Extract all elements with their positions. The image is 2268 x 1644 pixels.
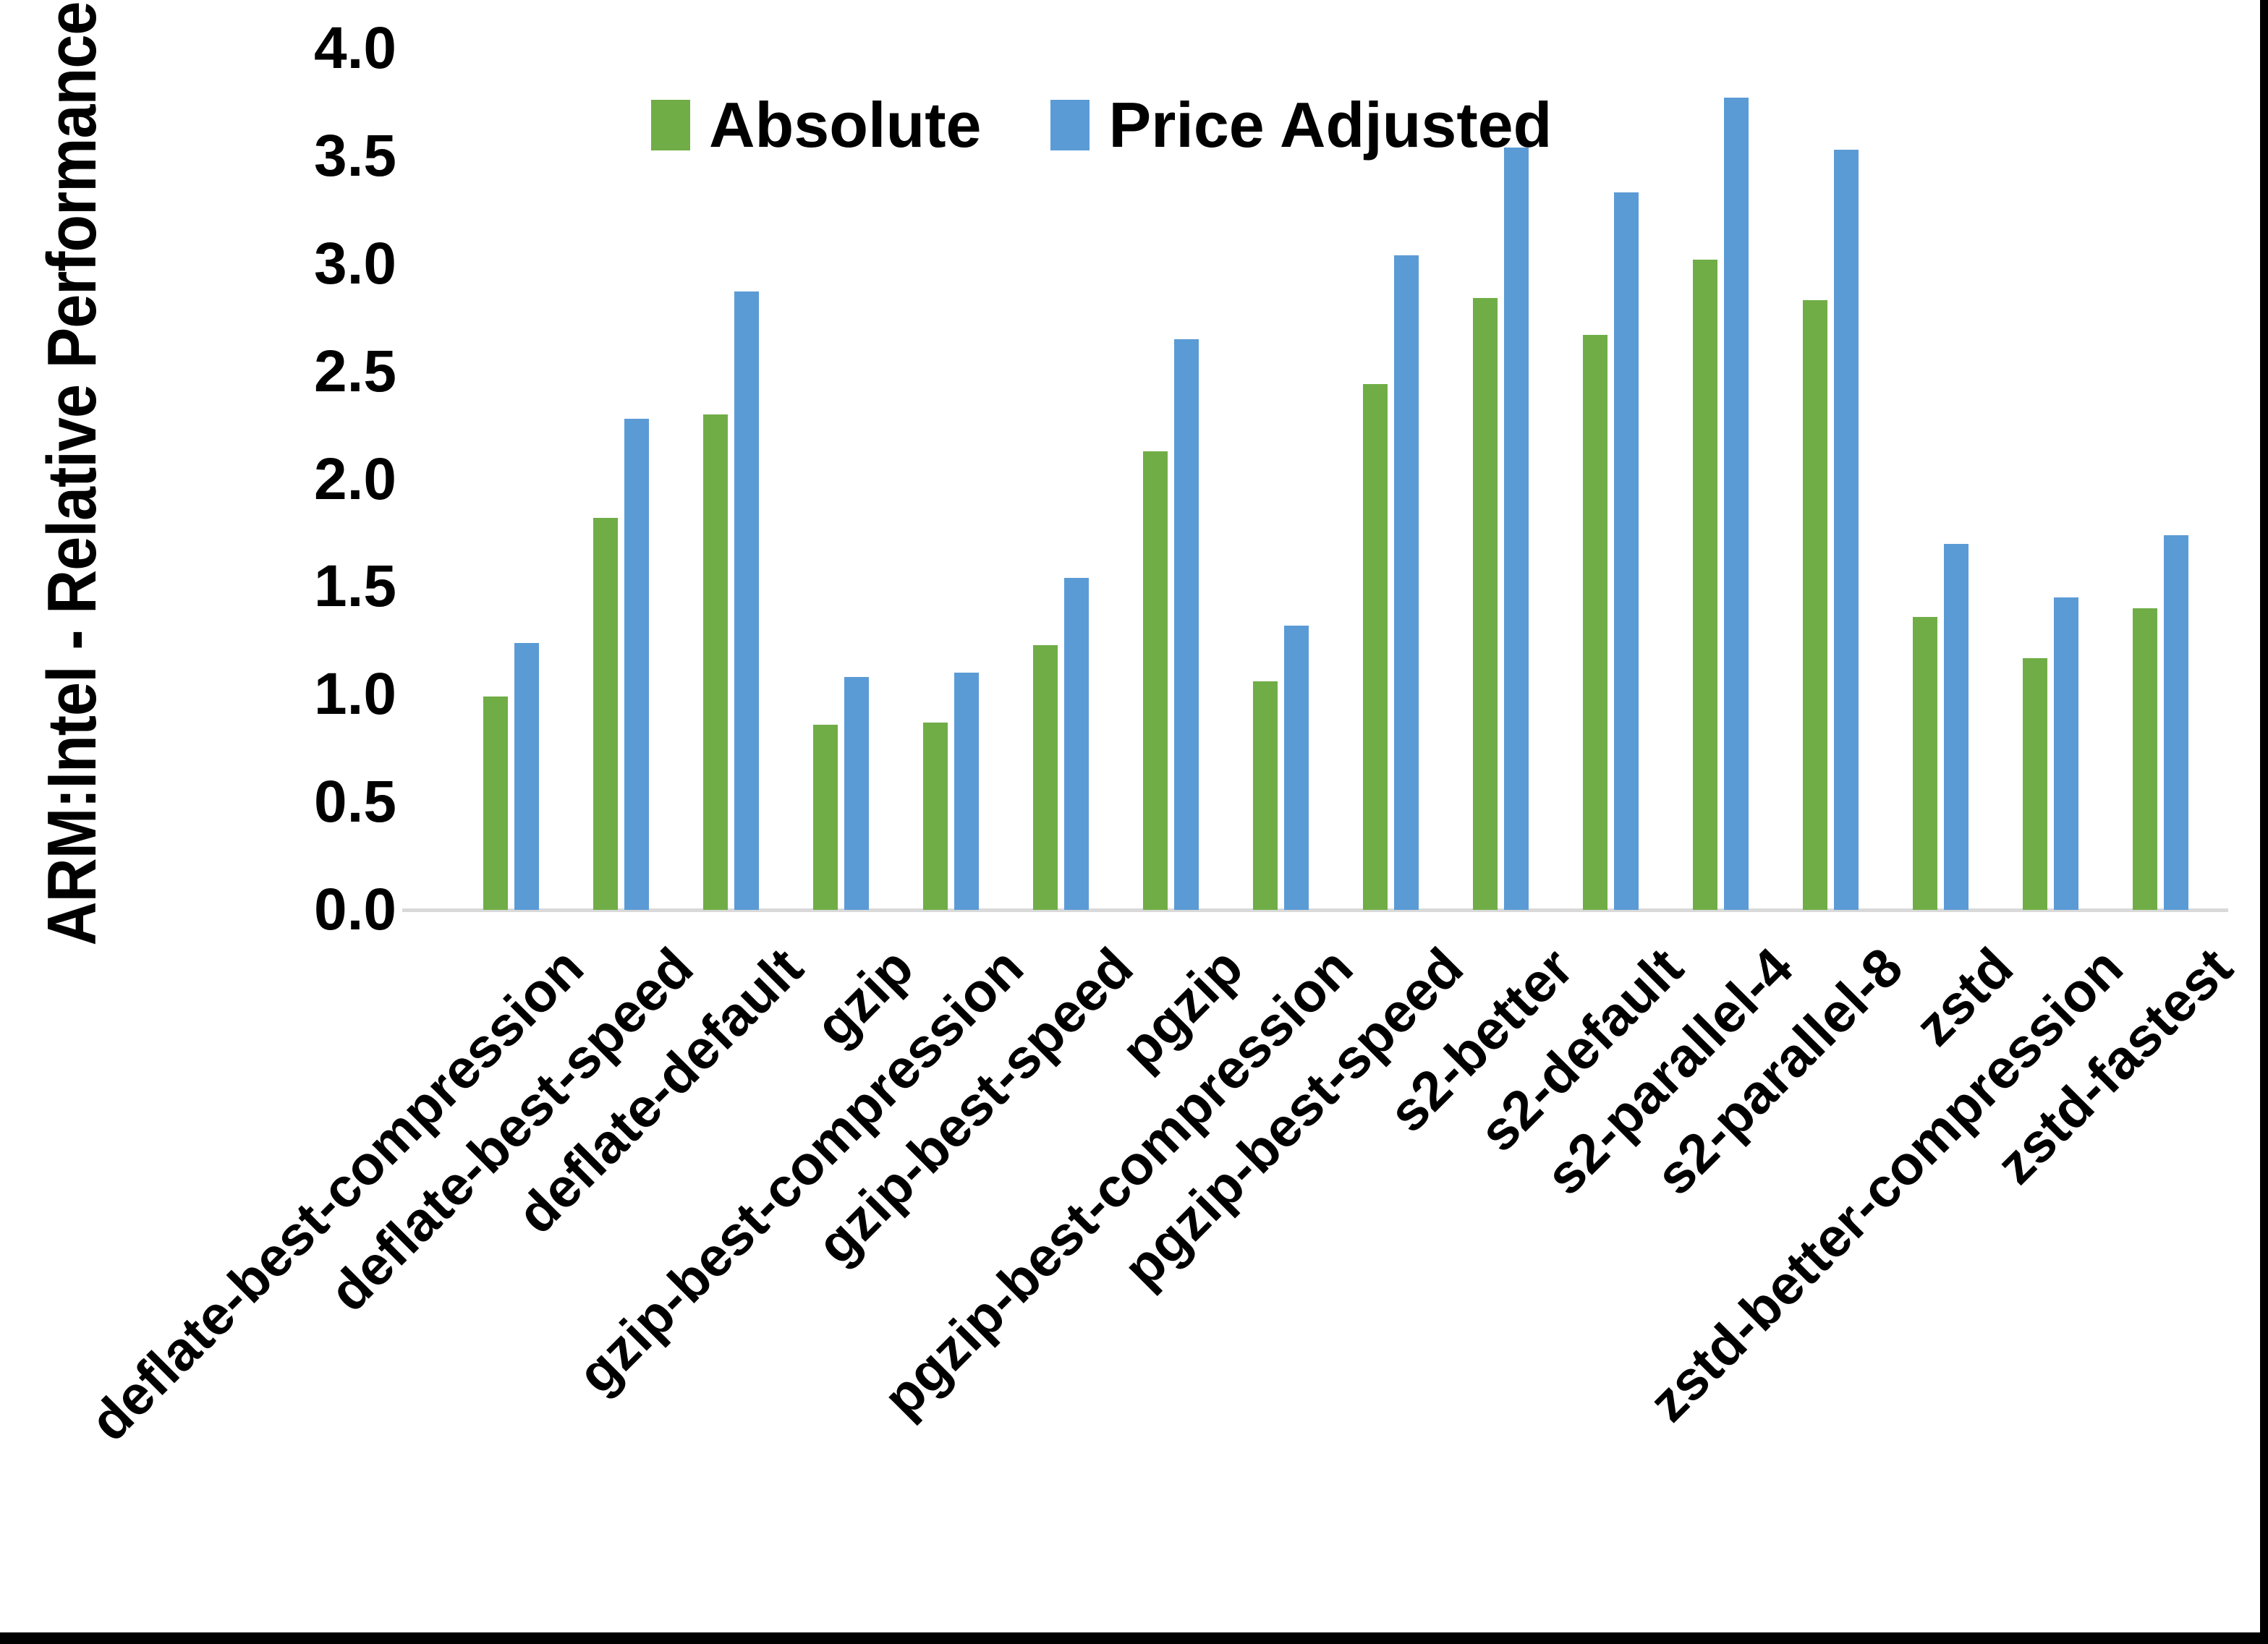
- bar-price-adjusted-pgzip-best-compression: [1284, 626, 1309, 910]
- bar-absolute-zstd: [1913, 617, 1937, 910]
- y-tick-label: 3.0: [314, 230, 396, 297]
- bar-absolute-pgzip-best-speed: [1363, 384, 1388, 910]
- legend-label-absolute: Absolute: [709, 89, 982, 161]
- bar-price-adjusted-s2-parallel-8: [1834, 150, 1859, 910]
- bar-absolute-pgzip: [1143, 451, 1168, 910]
- bar-price-adjusted-s2-better: [1504, 148, 1529, 910]
- bar-price-adjusted-zstd: [1944, 544, 1968, 910]
- bar-price-adjusted-gzip: [844, 677, 869, 910]
- bar-absolute-s2-default: [1583, 335, 1607, 910]
- bar-price-adjusted-gzip-best-speed: [1064, 578, 1089, 910]
- bar-absolute-deflate-default: [703, 414, 728, 910]
- y-tick-label: 1.0: [314, 661, 396, 728]
- y-tick-label: 3.5: [314, 122, 396, 189]
- bar-price-adjusted-pgzip-best-speed: [1394, 255, 1419, 910]
- bar-price-adjusted-deflate-best-compression: [514, 643, 539, 910]
- bar-absolute-s2-parallel-4: [1693, 260, 1717, 910]
- bar-absolute-gzip-best-compression: [923, 723, 948, 910]
- y-tick-label: 2.0: [314, 446, 396, 512]
- bar-absolute-deflate-best-speed: [593, 518, 618, 910]
- y-tick-label: 0.5: [314, 769, 396, 835]
- bar-price-adjusted-gzip-best-compression: [954, 673, 979, 910]
- bar-absolute-gzip-best-speed: [1033, 645, 1058, 910]
- legend-swatch-absolute: [651, 100, 690, 150]
- legend-label-price-adjusted: Price Adjusted: [1108, 89, 1553, 161]
- legend-item-price-adjusted: Price Adjusted: [1050, 88, 1552, 162]
- bar-price-adjusted-zstd-fastest: [2164, 535, 2188, 910]
- bar-absolute-zstd-fastest: [2133, 608, 2157, 910]
- bar-absolute-pgzip-best-compression: [1253, 681, 1278, 910]
- bar-absolute-s2-parallel-8: [1803, 300, 1827, 910]
- legend: Absolute Price Adjusted: [651, 88, 1552, 162]
- bar-absolute-deflate-best-compression: [483, 697, 508, 910]
- x-axis-line: [402, 908, 2228, 912]
- bar-price-adjusted-deflate-default: [734, 291, 759, 910]
- bar-price-adjusted-zstd-better-compression: [2054, 597, 2078, 910]
- y-tick-label: 0.0: [314, 877, 396, 942]
- bar-price-adjusted-s2-parallel-4: [1724, 98, 1749, 910]
- bottom-border-strip: [0, 1632, 2268, 1644]
- y-tick-label: 4.0: [314, 15, 396, 81]
- right-border-strip: [2260, 0, 2268, 1644]
- legend-swatch-price-adjusted: [1050, 100, 1090, 150]
- y-tick-label: 2.5: [314, 338, 396, 404]
- y-axis-title: ARM:Intel - Relative Performance: [33, 1, 111, 946]
- bar-price-adjusted-pgzip: [1174, 339, 1199, 910]
- bar-absolute-zstd-better-compression: [2023, 658, 2047, 910]
- legend-item-absolute: Absolute: [651, 88, 981, 162]
- y-tick-label: 1.5: [314, 553, 396, 620]
- bar-absolute-gzip: [813, 725, 838, 910]
- bar-price-adjusted-deflate-best-speed: [624, 419, 649, 910]
- bar-price-adjusted-s2-default: [1614, 192, 1639, 910]
- bar-absolute-s2-better: [1473, 298, 1498, 910]
